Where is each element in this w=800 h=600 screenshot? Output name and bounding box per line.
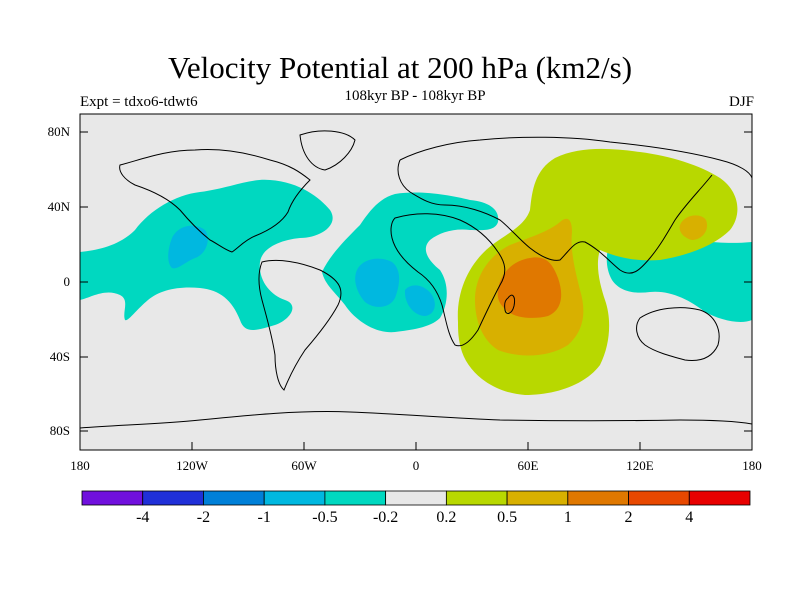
coastlines xyxy=(80,130,752,429)
lon-label-120e: 120E xyxy=(626,458,654,473)
lat-label-80n: 80N xyxy=(47,124,70,139)
colorbar-label: -0.5 xyxy=(312,509,337,526)
lat-label-40s: 40S xyxy=(49,349,70,364)
colorbar-swatch xyxy=(445,490,508,506)
colorbar-label: 0.2 xyxy=(436,509,456,526)
colorbar-swatch xyxy=(385,490,447,506)
lon-label-180w: 180 xyxy=(70,458,90,473)
map-title: Velocity Potential at 200 hPa (km2/s) xyxy=(167,50,633,85)
colorbar-label: -2 xyxy=(197,509,210,526)
strong-negative-regions xyxy=(168,225,435,316)
lat-label-80s: 80S xyxy=(49,423,70,438)
colorbar-swatch xyxy=(263,490,326,506)
map-subtitle: 108kyr BP - 108kyr BP xyxy=(344,88,486,104)
lon-label-60w: 60W xyxy=(291,458,317,473)
strong-positive-region xyxy=(497,257,562,318)
colorbar-label: 2 xyxy=(625,509,633,526)
colorbar-swatch xyxy=(628,490,690,506)
colorbar-label: -0.2 xyxy=(373,509,398,526)
colorbar-label: -1 xyxy=(258,509,271,526)
colorbar-swatch xyxy=(142,490,204,506)
lon-label-120w: 120W xyxy=(176,458,208,473)
colorbar-swatch xyxy=(81,490,144,506)
lon-label-0: 0 xyxy=(412,458,420,473)
colorbar-swatch xyxy=(567,490,629,506)
colorbar: -4 -2 -1 -0.5 -0.2 0.2 0.5 1 2 4 xyxy=(81,490,751,526)
colorbar-label: 0.5 xyxy=(497,509,517,526)
colorbar-swatch xyxy=(688,490,751,506)
colorbar-swatch xyxy=(324,490,387,506)
lat-label-40n: 40N xyxy=(47,199,70,214)
colorbar-label: 1 xyxy=(564,509,572,526)
lon-label-180e: 180 xyxy=(742,458,762,473)
lat-tick-marks xyxy=(80,131,752,432)
lon-label-60e: 60E xyxy=(517,458,539,473)
season-label: DJF xyxy=(728,94,754,110)
lon-tick-marks xyxy=(191,442,641,450)
colorbar-swatch xyxy=(203,490,265,506)
colorbar-label: 4 xyxy=(685,509,693,526)
lat-label-0: 0 xyxy=(63,274,71,289)
colorbar-swatch xyxy=(506,490,569,506)
experiment-label: Expt = tdxo6-tdwt6 xyxy=(80,94,198,110)
colorbar-label: -4 xyxy=(136,509,149,526)
